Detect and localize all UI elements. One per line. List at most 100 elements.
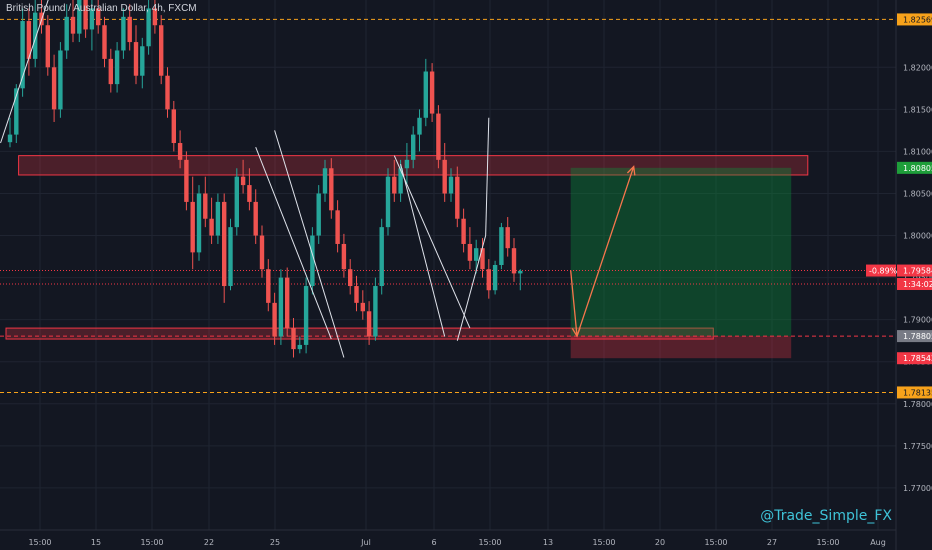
candle-body <box>14 88 19 135</box>
candle-body <box>45 25 50 68</box>
candle-body <box>196 193 202 253</box>
x-axis: 15:00 15 15:00 22 25 Jul 6 15:00 13 15:00 20 15:00 2… <box>0 529 896 547</box>
arrow-head <box>571 327 581 338</box>
candle-body <box>417 117 422 135</box>
candle-body <box>448 176 454 194</box>
y-tick-label: 1.82000 <box>903 63 932 72</box>
candle-body <box>278 277 284 337</box>
trend-line <box>274 130 345 358</box>
trend-line <box>400 163 446 337</box>
candle-body <box>26 21 32 59</box>
candle-body <box>102 25 107 59</box>
x-tick-label: 15 <box>91 538 101 547</box>
candle-body <box>486 269 491 291</box>
x-tick-label: Aug <box>870 538 886 547</box>
candle-body <box>492 265 498 291</box>
candle-body <box>20 21 25 89</box>
x-tick-label: 15:00 <box>28 538 51 547</box>
candle-body <box>159 25 164 76</box>
candle-body <box>499 227 504 265</box>
candle-body <box>146 8 151 47</box>
candle-body <box>474 248 479 261</box>
candle-body <box>253 201 258 236</box>
candle-body <box>366 311 372 337</box>
trend-line <box>456 235 487 341</box>
grid <box>0 0 896 530</box>
candle-body <box>373 286 378 337</box>
change-label: -0.89% <box>869 267 898 276</box>
price-label-bg <box>897 13 932 26</box>
candle-body <box>228 227 233 287</box>
candle-body <box>215 201 221 236</box>
candle-body <box>329 168 334 211</box>
price-label-bg <box>897 386 932 399</box>
candle-body <box>322 168 328 194</box>
y-tick-label: 1.81500 <box>903 105 932 114</box>
candle-body <box>184 159 189 202</box>
zones <box>5 155 809 359</box>
candle-body <box>114 50 120 85</box>
y-tick-label: 1.80000 <box>903 232 932 241</box>
price-label: 1.78542 <box>903 354 932 363</box>
x-tick-label: 27 <box>767 538 777 547</box>
candle-body <box>222 201 227 287</box>
candle-body <box>316 193 321 236</box>
candle-body <box>392 176 397 194</box>
x-tick-label: 22 <box>204 538 214 547</box>
price-label: 1.78135 <box>903 388 932 397</box>
x-tick-label: Jul <box>360 538 371 547</box>
candle-body <box>467 243 473 261</box>
candle-body <box>335 210 340 244</box>
candle-body <box>247 185 252 202</box>
candle-body <box>33 12 38 59</box>
candle-body <box>385 176 391 228</box>
price-label-bg <box>897 278 932 291</box>
y-tick-label: 1.77500 <box>903 442 932 451</box>
candle-body <box>360 302 365 312</box>
price-label-bg <box>897 352 932 365</box>
price-label: 1:34:02 <box>903 280 932 289</box>
candle-body <box>379 227 384 287</box>
candle-body <box>89 8 95 30</box>
x-tick-label: 20 <box>655 538 665 547</box>
candle-body <box>165 75 170 110</box>
x-tick-label: 13 <box>543 538 553 547</box>
price-label: 1.80805 <box>903 164 932 173</box>
candle-body <box>51 67 57 110</box>
candle-body <box>240 176 246 186</box>
candle-body <box>442 159 447 194</box>
candle-body <box>511 248 517 274</box>
y-tick-label: 1.80500 <box>903 189 932 198</box>
change-label-bg <box>866 264 896 277</box>
chart-title: British Pound / Australian Dollar, 4h, F… <box>6 3 197 14</box>
candle-body <box>108 58 113 85</box>
y-tick-label: 1.79000 <box>903 316 932 325</box>
candle-body <box>455 176 460 219</box>
support-zone <box>5 327 714 340</box>
x-tick-label: 15:00 <box>816 538 839 547</box>
candle-body <box>121 16 126 51</box>
trend-lines <box>0 0 490 358</box>
x-tick-label: 15:00 <box>704 538 727 547</box>
candle-body <box>461 218 466 244</box>
candles <box>7 0 523 358</box>
candle-body <box>429 71 435 114</box>
x-tick-label: 6 <box>431 538 436 547</box>
price-label-bg <box>897 161 932 174</box>
candle-body <box>177 143 183 160</box>
projection-arrows <box>570 165 636 338</box>
candle-body <box>133 42 139 76</box>
price-label: 1.82569 <box>903 15 932 24</box>
price-labels: 1.82569 1.80805 1.79584 -0.89% 1:34:02 1.7880… <box>866 13 932 399</box>
candle-body <box>96 8 101 26</box>
candle-body <box>234 176 239 228</box>
candle-body <box>303 286 309 345</box>
candle-body <box>423 71 428 118</box>
stop-box <box>570 336 792 359</box>
candle-body <box>266 269 271 303</box>
candle-body <box>505 227 510 249</box>
candle-body <box>272 302 277 337</box>
candle-body <box>341 243 347 270</box>
candle-body <box>127 16 132 43</box>
